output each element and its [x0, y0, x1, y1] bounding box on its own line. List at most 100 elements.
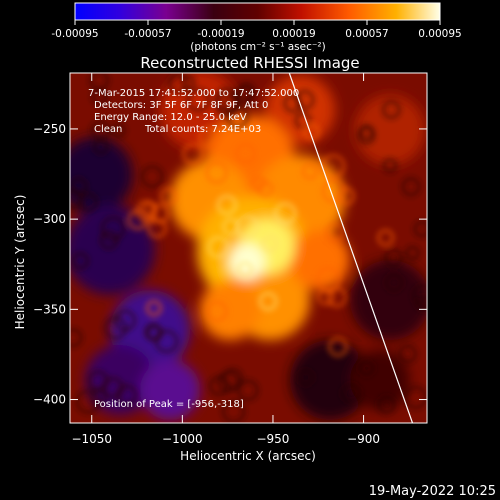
- heatmap-ripple: [91, 88, 109, 106]
- colorbar-tick-label: -0.00095: [51, 28, 98, 40]
- heatmap-ripple: [140, 165, 164, 189]
- footer-date: 19-May-2022 10:25: [369, 484, 496, 499]
- heatmap-ripple: [147, 218, 168, 239]
- heatmap-ripple: [168, 73, 190, 94]
- chart-title: Reconstructed RHESSI Image: [140, 54, 359, 72]
- heatmap-ripple: [237, 379, 259, 402]
- heatmap-ripple: [283, 93, 303, 113]
- heatmap-ripple: [303, 123, 321, 141]
- heatmap-ripple: [198, 126, 220, 149]
- heatmap-ripple: [144, 322, 163, 342]
- heatmap-ripple: [217, 370, 240, 393]
- heatmap-ripple: [207, 236, 230, 259]
- heatmap-ripple: [111, 123, 127, 139]
- heatmap-ripple: [403, 385, 427, 410]
- y-tick-label: −300: [33, 212, 66, 226]
- heatmap-region: [350, 260, 427, 340]
- heatmap-ripple: [327, 336, 348, 357]
- annotation-detectors: Detectors: 3F 5F 6F 7F 8F 9F, Att 0: [94, 100, 268, 111]
- heatmap-ripple: [273, 202, 297, 225]
- heatmap-region: [350, 350, 410, 410]
- heatmap-ripple: [145, 299, 163, 317]
- colorbar-tick-label: 0.00057: [345, 28, 388, 40]
- heatmap-ripple: [321, 179, 346, 204]
- heatmap-region: [355, 95, 425, 165]
- colorbar-tick-label: 0.00019: [272, 28, 315, 40]
- heatmap-ripple: [382, 157, 398, 174]
- heatmap-region: [200, 280, 260, 340]
- heatmap-ripple: [336, 186, 356, 206]
- colorbar-unit-label: (photons cm⁻² s⁻¹ asec⁻²): [190, 41, 325, 53]
- heatmap-ripple: [205, 161, 229, 184]
- heatmap-region: [290, 230, 350, 290]
- heatmap-ripple: [182, 142, 205, 166]
- annotation-energy-range: Energy Range: 12.0 - 25.0 keV: [94, 112, 247, 123]
- limb-line: [288, 73, 414, 423]
- y-tick-label: −350: [33, 302, 66, 316]
- y-axis-label: Heliocentric Y (arcsec): [13, 195, 27, 330]
- x-axis-label: Heliocentric X (arcsec): [180, 449, 316, 463]
- x-tick-label: −1000: [162, 432, 203, 446]
- heatmap-ripple: [216, 194, 238, 216]
- heatmap-ripple: [214, 87, 240, 112]
- heatmap-ripple: [92, 138, 109, 155]
- heatmap-ripple: [324, 222, 346, 243]
- heatmap-image: [70, 73, 427, 423]
- heatmap-ripple: [398, 344, 418, 364]
- heatmap-ripple: [154, 329, 179, 354]
- heatmap-ripple: [316, 266, 341, 292]
- heatmap-ripple: [237, 261, 254, 278]
- annotation-total-counts: Total counts: 7.24E+03: [144, 124, 261, 135]
- heatmap-ripple: [383, 248, 404, 268]
- heatmap-ripple: [71, 251, 90, 270]
- colorbar-tick-label: -0.00019: [197, 28, 244, 40]
- heatmap-ripple: [78, 192, 99, 212]
- heatmap-ripple: [377, 395, 397, 415]
- heatmap-ripple: [326, 286, 348, 308]
- heatmap-ripple: [100, 216, 126, 241]
- heatmap-ripple: [357, 126, 376, 145]
- heatmap-ripple: [75, 389, 101, 415]
- heatmap-ripple: [116, 384, 138, 406]
- heatmap-ripple: [235, 142, 257, 165]
- heatmap-ripple: [413, 220, 427, 238]
- heatmap-ripple: [358, 359, 375, 377]
- annotation-peak-position: Position of Peak = [-956,-318]: [94, 399, 244, 410]
- heatmap-ripple: [376, 229, 395, 247]
- y-tick-label: −250: [33, 122, 66, 136]
- annotation-clean: Clean: [94, 124, 122, 135]
- y-axis: −250 −300 −350 −400: [33, 122, 427, 407]
- colorbar-tick-label: -0.00057: [124, 28, 171, 40]
- heatmap-ripple: [297, 368, 315, 387]
- heatmap-ripple: [415, 295, 427, 312]
- x-tick-label: −1050: [71, 432, 112, 446]
- heatmap-ripple: [222, 217, 240, 236]
- heatmap-ripple: [159, 187, 178, 206]
- heatmap-ripple: [89, 388, 108, 406]
- heatmap-ripple: [186, 88, 211, 112]
- heatmap-ripple: [411, 283, 427, 307]
- heatmap-ripple: [142, 201, 158, 218]
- heatmap-ripple: [221, 399, 246, 423]
- annotation-block: 7-Mar-2015 17:41:52.000 to 17:47:52.000 …: [88, 88, 299, 410]
- heatmap-ripple: [381, 100, 401, 120]
- heatmap-ripple: [225, 105, 249, 129]
- y-tick-label: −400: [33, 393, 66, 407]
- heatmap-ripple: [384, 273, 404, 293]
- heatmap-region: [290, 340, 370, 420]
- x-tick-label: −950: [256, 432, 289, 446]
- heatmap-ripple: [404, 245, 421, 261]
- annotation-time-range: 7-Mar-2015 17:41:52.000 to 17:47:52.000: [88, 88, 299, 99]
- heatmap-ripple: [250, 175, 266, 191]
- colorbar-ticks: -0.00095 -0.00057 -0.00019 0.00019 0.00057 0.…: [51, 20, 462, 40]
- heatmap-ripple: [99, 230, 119, 250]
- heatmap-ripple: [208, 375, 230, 397]
- x-axis: −1050 −1000 −950 −900: [71, 73, 380, 446]
- heatmap-region: [140, 360, 200, 420]
- heatmap-ripple: [206, 300, 228, 323]
- heatmap-ripple: [258, 291, 278, 311]
- heatmap-ripple: [301, 162, 319, 180]
- colorbar: [74, 2, 441, 21]
- heatmap-ripple: [401, 177, 421, 197]
